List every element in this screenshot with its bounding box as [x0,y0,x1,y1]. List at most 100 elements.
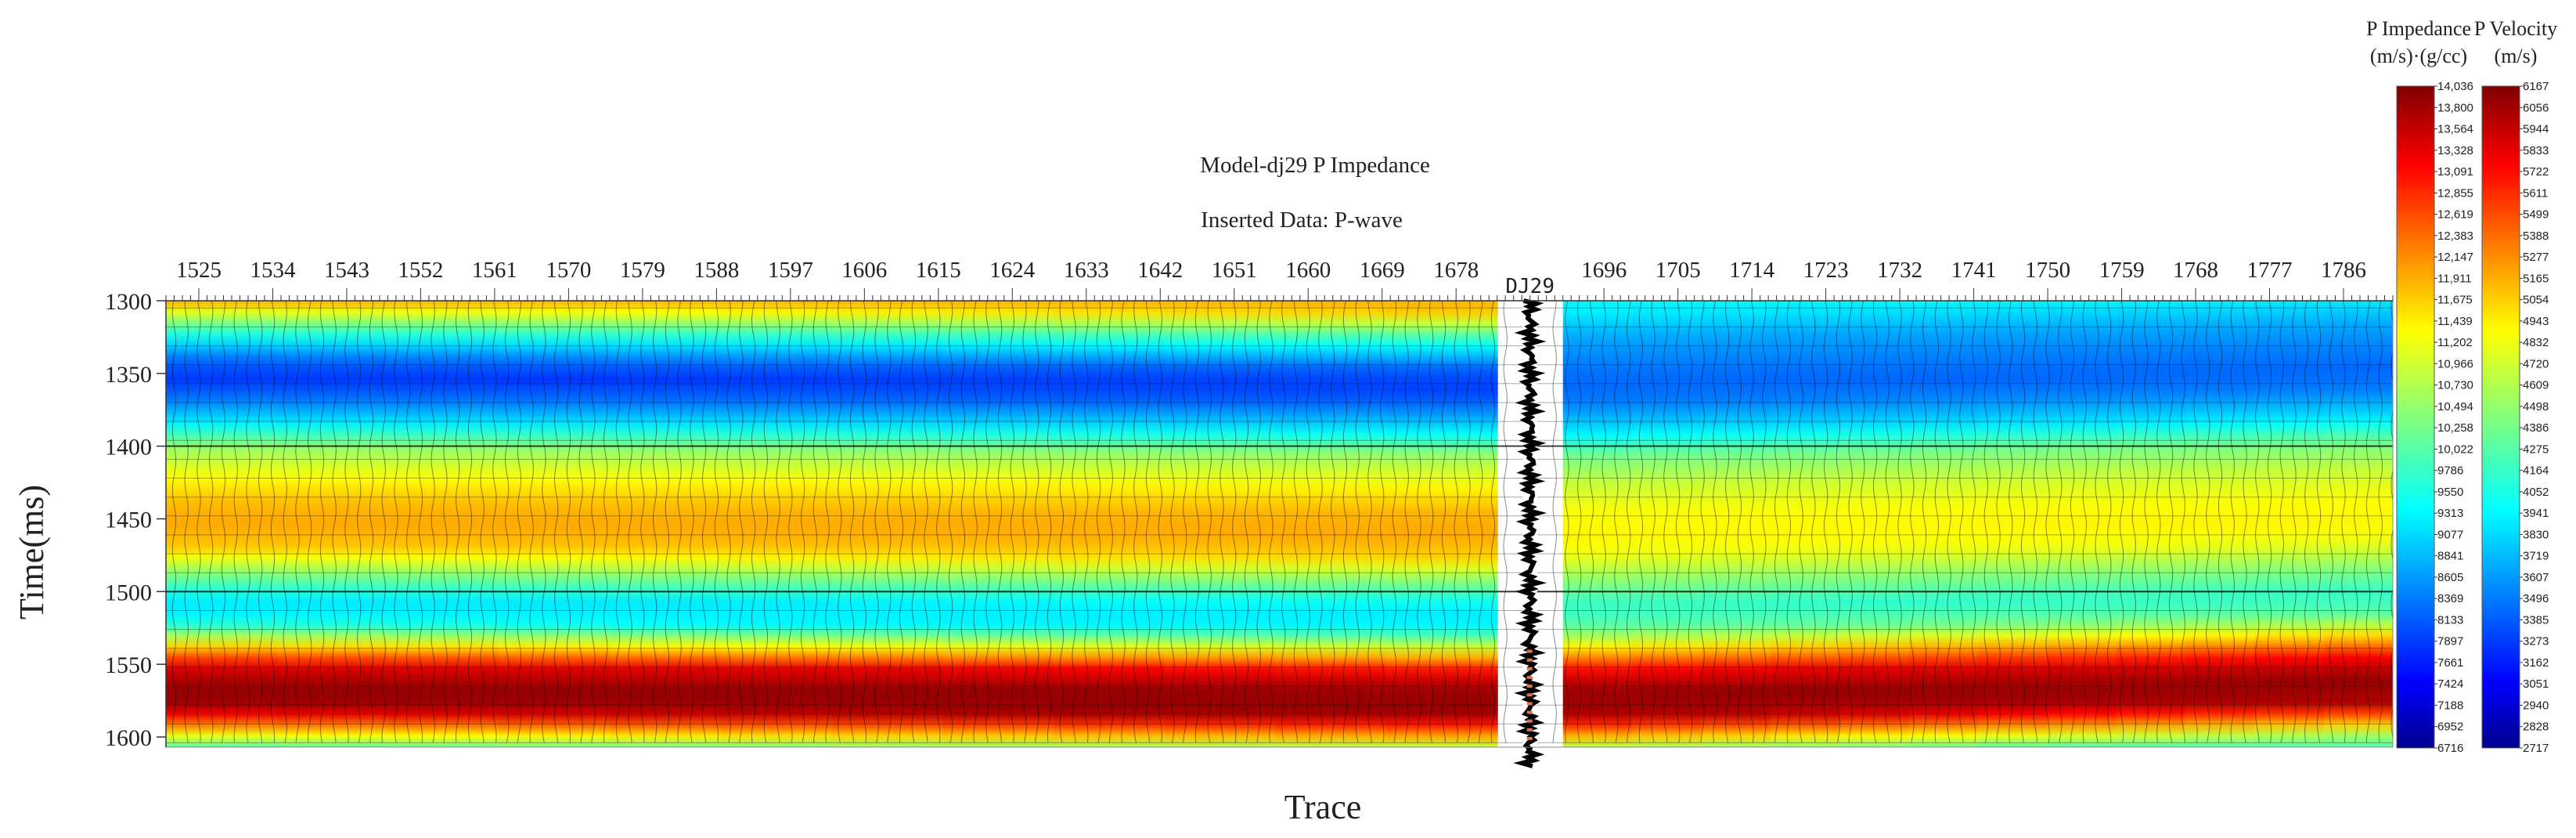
colorbar-tick-label: 5611 [2523,186,2548,200]
trace-wiggle [887,301,892,743]
plot-area [166,301,2393,747]
trace-wiggle [1663,301,1668,743]
trace-wiggle [2354,301,2358,743]
trace-wiggle [1934,301,1940,743]
x-tick-label: 1606 [841,258,887,283]
trace-wiggle [1700,301,1705,743]
colorbar-tick-label: 3273 [2523,635,2549,648]
trace-wiggle [2206,301,2210,743]
trace-wiggle [665,301,670,743]
heatmap-column [2254,301,2325,747]
trace-wiggle [1059,301,1065,743]
heatmap-column [1275,301,1387,747]
y-axis-label: Time(ms) [13,485,51,619]
trace-wiggle [1355,301,1360,743]
trace-wiggle [1441,301,1447,743]
colorbar-tick-label: 8369 [2437,592,2463,605]
colorbar-tick-label: 12,855 [2437,186,2473,200]
trace-wiggle [2119,301,2124,743]
trace-wiggle [2292,301,2297,743]
trace-wiggle [344,301,349,743]
colorbar-tick-label: 4832 [2523,336,2549,349]
colorbar-tick-label: 11,202 [2437,336,2473,349]
trace-wiggle [862,301,867,743]
trace-wiggle [405,301,411,743]
trace-wiggle [1035,301,1039,743]
heatmap-column [1562,301,1634,747]
trace-wiggle [948,301,953,743]
trace-wiggle [246,301,250,743]
trace-wiggle [899,301,904,743]
colorbar-tick-label: 4943 [2523,315,2549,328]
trace-wiggle [1256,301,1262,743]
trace-wiggle [1959,301,1964,743]
trace-wiggle [1552,301,1557,743]
y-tick-label: 1600 [105,725,152,751]
trace-wiggle [763,301,769,743]
colorbar-tick-label: 6056 [2523,101,2549,114]
trace-wiggle [1626,301,1631,743]
trace-wiggle [800,301,805,743]
colorbar-tick-label: 9786 [2437,464,2463,478]
colorbar-tick-label: 12,619 [2437,208,2473,222]
trace-wiggle [849,301,855,743]
colorbar-tick-label: 3162 [2523,656,2549,670]
trace-wiggle [1983,301,1989,743]
well-sample [1526,702,1533,706]
trace-wiggle [1207,301,1212,743]
trace-wiggle [2058,301,2063,743]
heatmap-column [942,301,1054,747]
trace-wiggle [2009,301,2013,743]
trace-wiggle [1799,301,1803,743]
trace-wiggle [504,301,510,743]
trace-wiggle [196,301,201,743]
colorbar-tick-label: 4164 [2523,464,2549,478]
trace-wiggle [1922,301,1927,743]
trace-wiggle [1404,301,1409,743]
colorbar-velocity [2481,85,2520,749]
heatmap-column [1977,301,2048,747]
trace-wiggle [812,301,818,743]
trace-wiggle [492,301,497,743]
trace-wiggle [751,301,756,743]
trace-wiggle [2304,301,2309,743]
colorbar-tick-label: 3496 [2523,592,2549,605]
x-tick-label: 1741 [1951,258,1997,283]
x-tick-label: 1615 [916,258,961,283]
trace-wiggle [2095,301,2099,743]
heatmap-column [1053,301,1166,747]
trace-wiggle [2082,301,2088,743]
colorbar-tick-label: 14,036 [2437,80,2473,93]
colorbar-title: P Impedance [2366,17,2471,40]
trace-wiggle [2365,301,2371,743]
colorbar-tick-label: 6952 [2437,721,2463,734]
trace-wiggle [739,301,744,743]
x-tick-label: 1570 [546,258,591,283]
colorbar-tick-label: 3941 [2523,507,2549,520]
y-axis: 1300 1350 1400 1450 1500 1550 1600 [105,289,167,751]
trace-wiggle [1330,301,1335,743]
colorbar-tick-label: 13,564 [2437,123,2473,136]
trace-wiggle [1749,301,1754,743]
trace-wiggle [431,301,435,743]
trace-wiggle [2181,301,2186,743]
trace-wiggle [1737,301,1742,743]
trace-wiggle [1601,301,1606,743]
trace-wiggle [726,301,731,743]
trace-wiggle [221,301,226,743]
x-tick-label: 1777 [2247,258,2293,283]
trace-wiggle [566,301,571,743]
trace-wiggle [184,301,189,743]
trace-wiggle [332,301,337,743]
colorbar-tick-label: 13,800 [2437,101,2473,114]
colorbar-tick-label: 7424 [2437,677,2463,691]
well-sample [1526,684,1533,688]
trace-wiggle [455,301,460,743]
trace-wiggle [1996,301,2001,743]
trace-wiggle [394,301,398,743]
trace-wiggle [1342,301,1348,743]
colorbar-tick-label: 5722 [2523,165,2549,179]
y-tick-label: 1450 [105,507,152,533]
well-sample [1526,728,1533,731]
trace-wiggle [258,301,263,743]
